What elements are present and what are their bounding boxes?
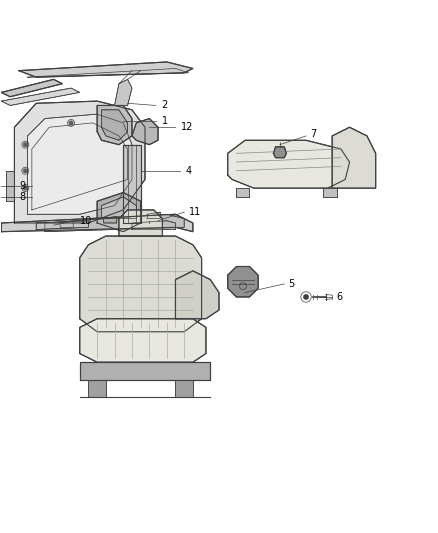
Polygon shape xyxy=(104,216,117,223)
Polygon shape xyxy=(119,210,162,236)
Polygon shape xyxy=(97,106,132,144)
Polygon shape xyxy=(273,147,286,158)
Polygon shape xyxy=(19,62,193,77)
Circle shape xyxy=(24,187,27,190)
Text: 2: 2 xyxy=(162,100,168,110)
Polygon shape xyxy=(123,144,141,223)
Polygon shape xyxy=(80,319,206,362)
Text: 11: 11 xyxy=(189,207,201,217)
Polygon shape xyxy=(45,214,184,232)
Polygon shape xyxy=(1,88,80,106)
Polygon shape xyxy=(6,171,14,201)
Text: 1: 1 xyxy=(162,116,168,126)
Polygon shape xyxy=(102,197,136,219)
Text: 6: 6 xyxy=(336,292,343,302)
Polygon shape xyxy=(102,110,127,140)
Polygon shape xyxy=(228,266,258,297)
Circle shape xyxy=(24,143,27,147)
Polygon shape xyxy=(176,271,219,319)
Polygon shape xyxy=(60,221,73,228)
Text: 5: 5 xyxy=(289,279,295,289)
Text: 4: 4 xyxy=(185,166,191,176)
Text: 10: 10 xyxy=(80,216,92,226)
Text: 12: 12 xyxy=(181,122,194,132)
Polygon shape xyxy=(80,236,201,332)
Polygon shape xyxy=(1,214,193,232)
Text: 7: 7 xyxy=(311,129,317,139)
Polygon shape xyxy=(115,79,132,106)
Polygon shape xyxy=(28,114,132,214)
Polygon shape xyxy=(147,212,160,219)
Polygon shape xyxy=(228,140,350,188)
Text: 9: 9 xyxy=(19,181,25,191)
Polygon shape xyxy=(14,101,145,223)
Polygon shape xyxy=(97,192,141,232)
Polygon shape xyxy=(36,221,88,230)
Polygon shape xyxy=(132,118,158,144)
Polygon shape xyxy=(88,379,106,397)
Circle shape xyxy=(24,169,27,173)
Polygon shape xyxy=(332,127,376,188)
Polygon shape xyxy=(237,188,250,197)
Polygon shape xyxy=(132,221,176,230)
Polygon shape xyxy=(176,379,193,397)
Circle shape xyxy=(304,295,308,299)
Polygon shape xyxy=(323,188,336,197)
Polygon shape xyxy=(80,362,210,379)
Text: 8: 8 xyxy=(19,192,25,202)
Circle shape xyxy=(69,121,73,125)
Polygon shape xyxy=(1,79,62,97)
